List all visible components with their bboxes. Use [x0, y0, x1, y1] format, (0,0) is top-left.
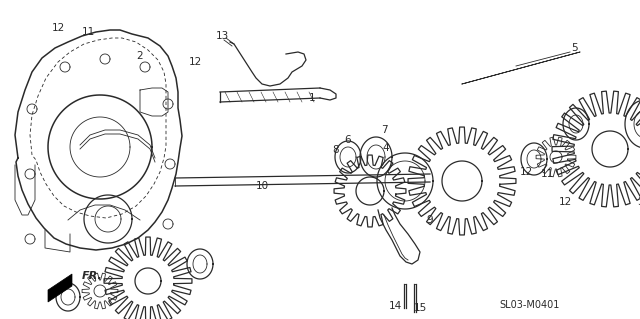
Text: 1: 1: [308, 93, 316, 103]
Text: SL03-M0401: SL03-M0401: [500, 300, 560, 310]
Text: 8: 8: [333, 145, 339, 155]
Text: 2: 2: [137, 51, 143, 61]
Text: 11: 11: [540, 169, 554, 179]
Text: 9: 9: [427, 215, 433, 225]
Text: 12: 12: [188, 57, 202, 67]
Text: FR.: FR.: [82, 271, 103, 281]
Text: 11: 11: [81, 27, 95, 37]
Text: 7: 7: [381, 125, 387, 135]
Text: 5: 5: [572, 43, 579, 53]
Text: 14: 14: [388, 301, 402, 311]
Text: 12: 12: [520, 167, 532, 177]
Text: 4: 4: [383, 143, 389, 153]
Text: 3: 3: [637, 197, 640, 207]
Text: 15: 15: [413, 303, 427, 313]
Text: 12: 12: [558, 197, 572, 207]
Polygon shape: [48, 274, 72, 302]
Text: 6: 6: [345, 135, 351, 145]
Text: 12: 12: [51, 23, 65, 33]
Text: 13: 13: [216, 31, 228, 41]
Text: 10: 10: [255, 181, 269, 191]
